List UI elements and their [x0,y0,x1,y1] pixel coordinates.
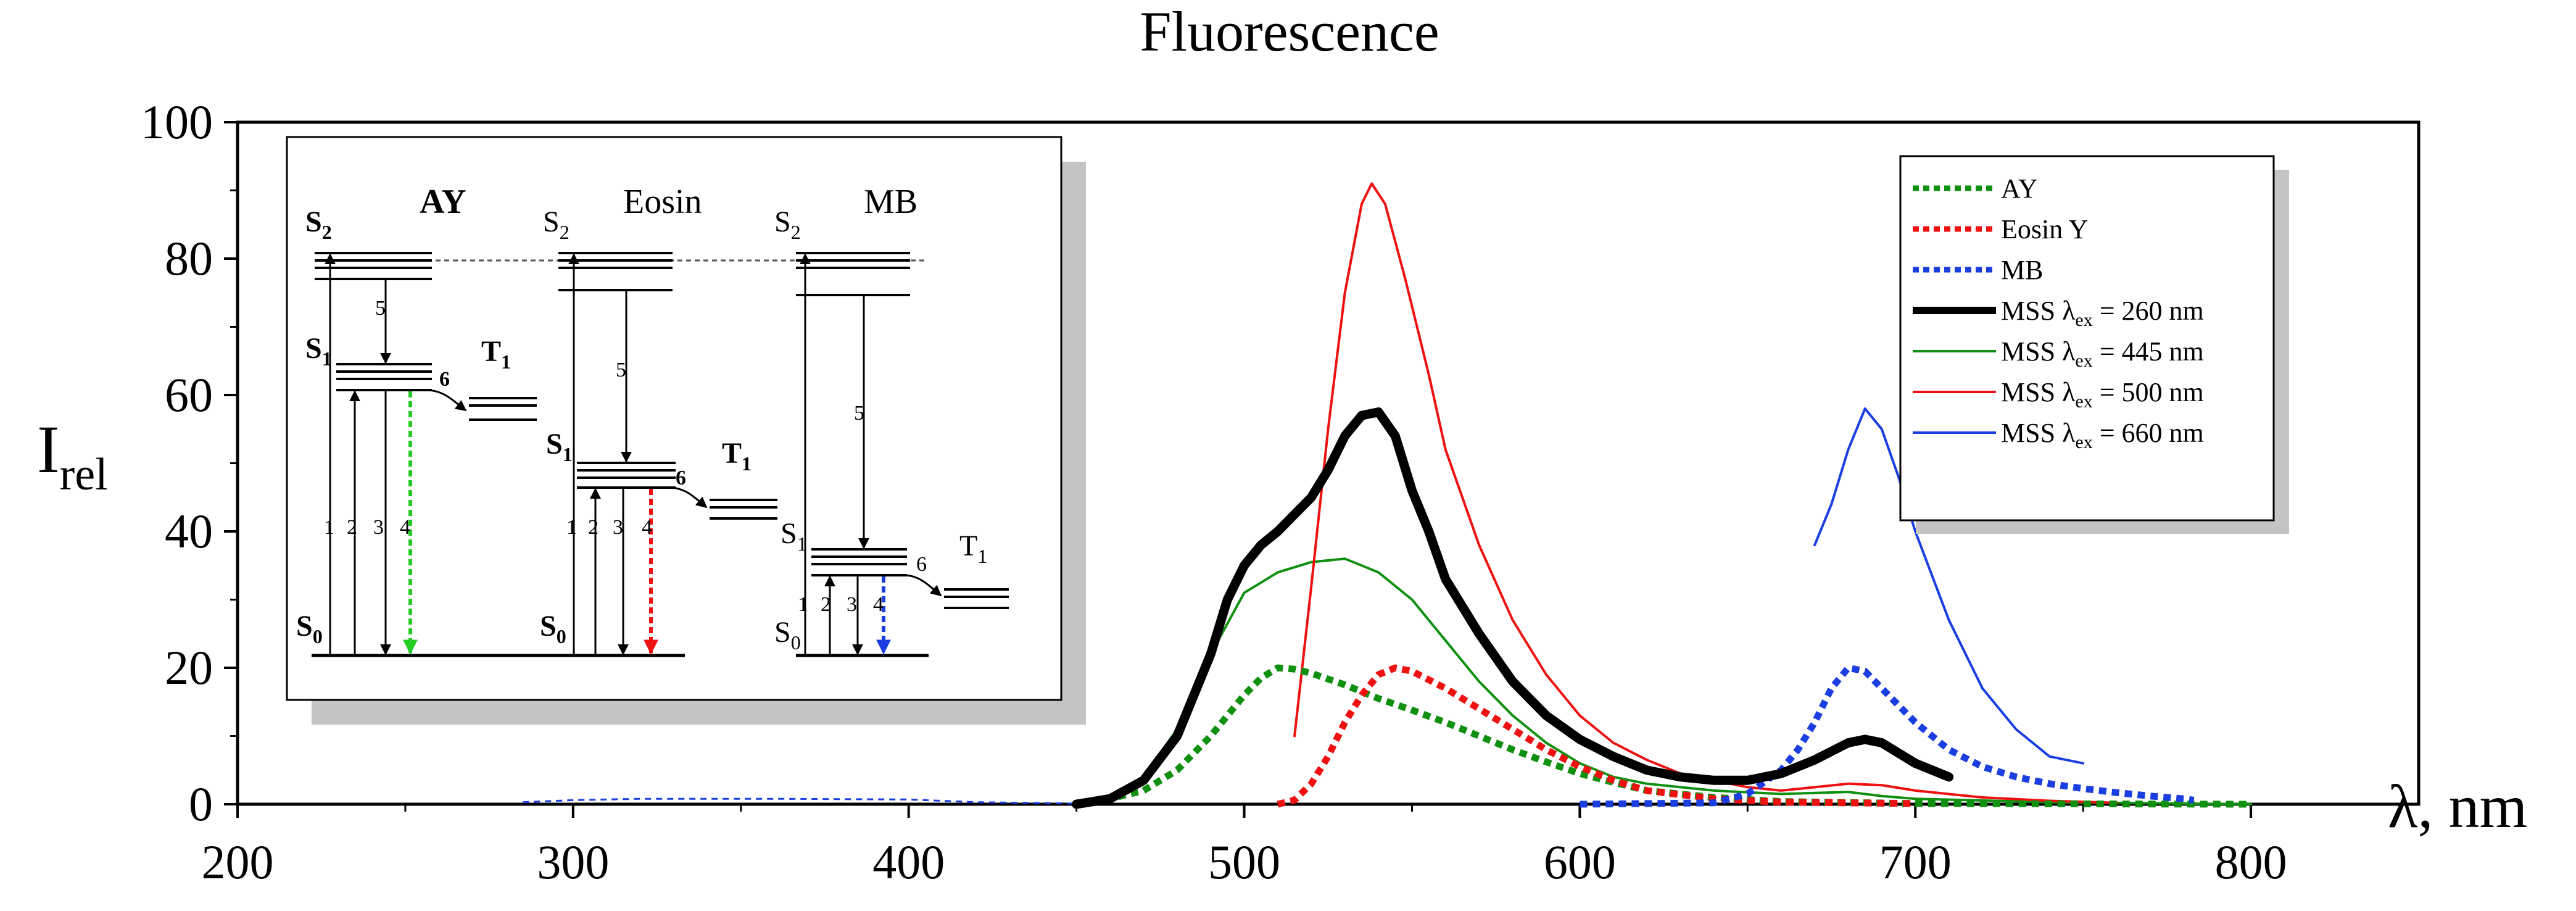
svg-text:3: 3 [847,593,857,616]
s1-levels-ay [336,363,432,391]
svg-text:1: 1 [566,516,577,539]
s2-levels-eosin [558,252,673,291]
level-label-s0-eosin: S0 [540,610,566,647]
axis-ticks: 200 300 400 500 600 700 800 0 20 40 60 80 100 [141,95,2287,889]
inset-panel-ay: AY S2 S1 T1 [296,183,555,657]
inset-panel-eosin: Eosin S2 S1 T1 [540,183,777,657]
s2-levels-mb [796,252,910,296]
y-tick-label-80: 80 [165,231,213,285]
panel-title-ay: AY [420,183,466,221]
y-axis-label-main: I [37,412,60,487]
inset-panel-mb: MB S2 S1 T1 [774,183,1009,657]
y-tick-label-0: 0 [189,777,213,831]
s1-levels-mb [811,548,907,576]
svg-text:3: 3 [613,516,623,539]
svg-text:4: 4 [873,593,884,616]
series-line-ay [1092,664,2251,808]
transition-labels-ay: 1 2 3 4 5 6 [324,297,450,539]
legend-label-mb: MB [2001,255,2043,285]
x-tick-label-400: 400 [872,835,945,889]
series-layer [523,182,2253,809]
transitions-ay [325,253,467,655]
legend-label-mss-ex-500-nm: MSS λex = 500 nm [2001,377,2204,412]
series-line-eosin-y [1277,664,1916,808]
level-label-s2-eosin: S2 [543,206,569,243]
svg-text:4: 4 [400,516,410,539]
level-label-t1-ay: T1 [481,335,511,373]
svg-text:3: 3 [373,516,384,539]
transition-labels-eosin: 1 2 3 4 5 6 [566,359,686,539]
legend: AY Eosin Y MB MSS λex = 260 nm MSS λex = 445… [1899,155,2289,534]
series-line-mss-ex-260-nm [1072,407,1954,809]
panel-title-eosin: Eosin [623,183,702,221]
svg-text:5: 5 [616,359,626,381]
legend-label-mss-ex-260-nm: MSS λex = 260 nm [2001,296,2204,330]
x-tick-label-700: 700 [1879,835,1952,889]
transitions-mb [800,253,942,655]
x-tick-label-800: 800 [2215,835,2287,889]
t1-levels-eosin [710,499,777,520]
level-label-s2-ay: S2 [305,206,332,243]
y-axis-label: Irel [37,412,108,500]
level-label-t1-mb: T1 [959,530,987,567]
legend-label-mss-ex-445-nm: MSS λex = 445 nm [2001,336,2204,371]
inset-box [286,136,1062,701]
svg-text:1: 1 [798,593,808,616]
level-label-s0-mb: S0 [774,616,801,654]
s1-levels-eosin [577,462,676,489]
x-tick-label-600: 600 [1544,835,1616,889]
inset-diagram: AY S2 S1 T1 [286,136,1086,725]
transition-labels-mb: 1 2 3 4 5 6 [798,402,927,616]
y-tick-label-60: 60 [165,368,213,422]
t1-levels-mb [944,588,1009,609]
svg-text:6: 6 [439,368,450,391]
svg-text:6: 6 [676,467,686,489]
legend-box [1899,155,2275,522]
x-tick-label-200: 200 [202,835,274,889]
transitions-eosin [568,253,708,655]
chart-title: Fluorescence [1140,0,1439,63]
y-axis-label-sub: rel [60,449,108,500]
t1-levels-ay [469,397,537,421]
level-label-s0-ay: S0 [296,610,323,647]
series-line-baseline [523,797,1077,805]
level-label-t1-eosin: T1 [722,437,752,475]
svg-text:5: 5 [854,402,864,425]
legend-label-ay: AY [2001,173,2038,204]
legend-items: AY Eosin Y MB MSS λex = 260 nm MSS λex = 445… [1913,173,2204,452]
y-tick-label-100: 100 [141,95,213,149]
x-axis-label: λ, nm [2388,772,2527,841]
svg-text:1: 1 [324,516,334,539]
svg-text:2: 2 [588,516,598,539]
level-label-s1-eosin: S1 [546,428,573,465]
legend-label-mss-ex-660-nm: MSS λex = 660 nm [2001,418,2204,452]
series-line-mss-ex-500-nm [1293,182,2118,804]
series-line-mss-ex-445-nm [1091,557,2253,805]
svg-text:2: 2 [821,593,831,616]
y-tick-label-40: 40 [165,504,213,558]
svg-text:6: 6 [916,553,927,576]
level-label-s2-mb: S2 [774,206,801,243]
y-tick-label-20: 20 [165,641,213,694]
panel-title-mb: MB [864,183,917,221]
svg-text:4: 4 [642,516,652,539]
x-tick-label-500: 500 [1208,835,1280,889]
svg-text:5: 5 [375,297,386,320]
x-tick-label-300: 300 [537,835,609,889]
series-line-mb [1580,664,2195,808]
svg-text:2: 2 [347,516,357,539]
legend-label-eosin-y: Eosin Y [2001,214,2088,244]
